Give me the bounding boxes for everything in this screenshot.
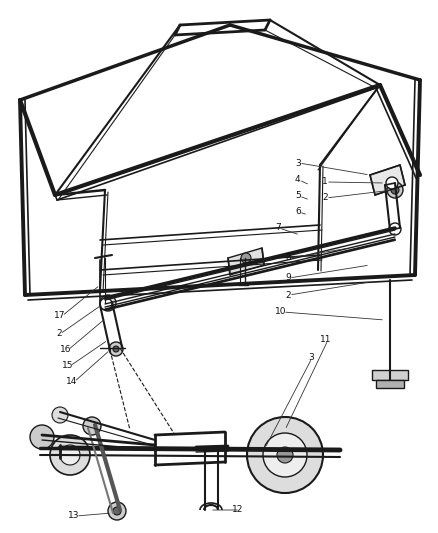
Circle shape [52,407,68,423]
Text: 16: 16 [60,345,71,354]
Circle shape [387,182,403,198]
Circle shape [247,417,323,493]
Text: 8: 8 [285,254,291,262]
Circle shape [386,177,398,189]
Text: 17: 17 [54,311,66,320]
Polygon shape [228,248,264,275]
Text: 11: 11 [320,335,332,344]
Text: 6: 6 [295,207,301,216]
Text: 13: 13 [68,512,80,521]
Polygon shape [376,380,404,388]
Text: 4: 4 [295,175,300,184]
Circle shape [100,295,116,311]
Text: 10: 10 [275,308,286,317]
Circle shape [113,507,121,515]
Text: 12: 12 [232,505,244,514]
Text: 2: 2 [56,329,62,338]
Text: 3: 3 [308,353,314,362]
Text: 1: 1 [322,177,328,187]
Text: 9: 9 [285,273,291,282]
Circle shape [100,298,112,310]
Circle shape [241,253,251,263]
Text: 2: 2 [285,290,291,300]
Circle shape [113,346,119,352]
Circle shape [60,445,80,465]
Text: 7: 7 [275,223,281,232]
Circle shape [391,186,399,194]
Circle shape [30,425,54,449]
Circle shape [108,502,126,520]
Circle shape [83,417,101,435]
Circle shape [109,342,123,356]
Text: 14: 14 [66,377,78,386]
Circle shape [50,435,90,475]
Text: 5: 5 [295,191,301,200]
Text: 3: 3 [295,158,301,167]
Circle shape [389,223,401,235]
Text: 2: 2 [322,193,328,203]
Circle shape [263,433,307,477]
Polygon shape [372,370,408,380]
Circle shape [277,447,293,463]
Polygon shape [370,165,405,195]
Text: 15: 15 [62,361,74,370]
